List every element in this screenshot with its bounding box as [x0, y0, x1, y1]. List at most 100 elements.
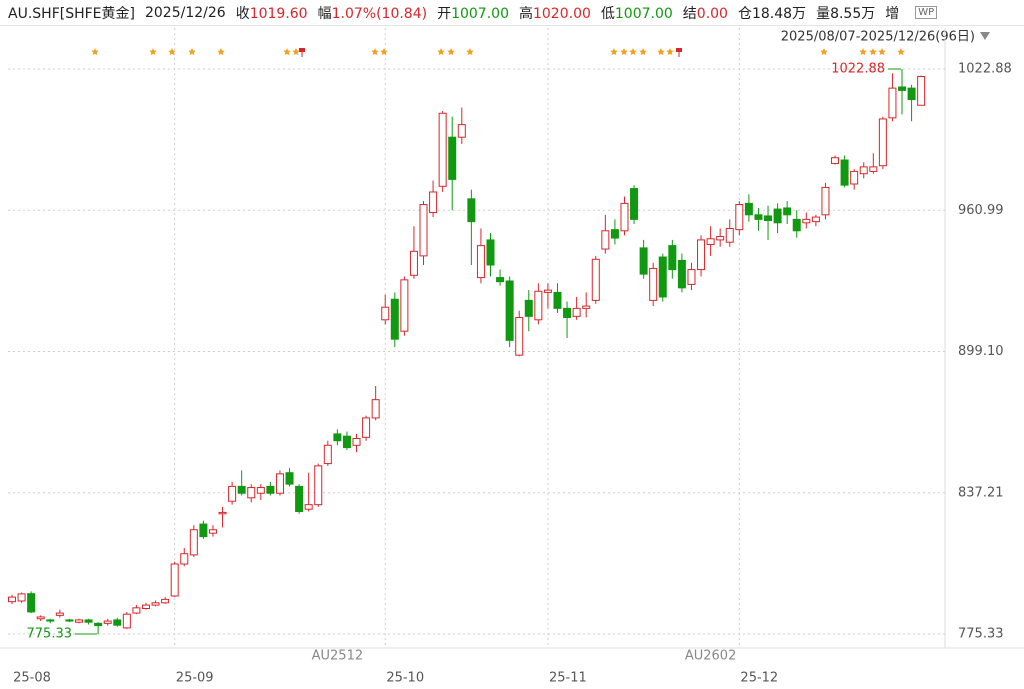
quote-value: 8.55万	[830, 5, 876, 22]
date-range[interactable]: 2025/08/07-2025/12/26(96日)	[781, 30, 975, 45]
event-star	[610, 48, 618, 56]
quote-item: 低1007.00	[601, 3, 673, 23]
candle-body	[888, 87, 897, 119]
candle-body	[275, 473, 284, 494]
candle-body	[94, 622, 103, 627]
candle-body	[170, 563, 179, 597]
candle-body	[304, 504, 313, 510]
candle-body	[907, 87, 916, 101]
quote-label: 低	[600, 5, 615, 22]
candle-body	[811, 216, 820, 223]
candle-body	[754, 214, 763, 220]
candle-body	[878, 118, 887, 167]
event-star	[878, 48, 886, 56]
quote-value: 1019.60	[249, 5, 308, 22]
x-tick-label: 25-11	[549, 671, 587, 686]
event-star	[620, 48, 628, 56]
quote-value: 1007.00	[614, 5, 673, 22]
candle-body	[572, 307, 581, 317]
quote-item: 幅1.07%(10.84)	[318, 3, 427, 23]
max-label: 1022.88	[831, 62, 885, 77]
candle-body	[582, 305, 591, 309]
candle-body	[151, 602, 160, 606]
candle-body	[735, 204, 744, 231]
candle-body	[773, 208, 782, 224]
candle-body	[113, 619, 122, 626]
candle-body	[898, 86, 907, 91]
event-star	[188, 48, 196, 56]
candle-body	[218, 511, 227, 515]
candle-body	[438, 112, 447, 187]
candle-body	[103, 620, 112, 624]
quote-label: 结	[682, 5, 697, 22]
candle-body	[27, 593, 36, 613]
quote-item: 高1020.00	[519, 3, 591, 23]
candle-body	[917, 75, 926, 106]
candle-body	[457, 124, 466, 138]
candle-body	[859, 166, 868, 175]
candle-body	[610, 229, 619, 239]
extra[interactable]: 增	[885, 5, 900, 22]
candle-body	[8, 596, 16, 603]
candle-body	[476, 245, 485, 279]
candle-body	[400, 279, 409, 332]
candle-body	[122, 613, 131, 629]
candle-body	[180, 553, 189, 565]
candle-body	[419, 204, 428, 257]
y-tick-label: 837.21	[958, 485, 1004, 500]
event-star	[639, 48, 647, 56]
candle-body	[256, 487, 265, 494]
candle-body	[141, 604, 150, 610]
event-star	[447, 48, 455, 56]
event-star	[149, 48, 157, 56]
dropdown-icon[interactable]	[980, 32, 990, 40]
candle-body	[563, 307, 572, 319]
candle-body	[199, 523, 208, 538]
candle-body	[247, 487, 256, 499]
candle-body	[802, 218, 811, 224]
candle-body	[534, 290, 543, 321]
event-star	[217, 48, 225, 56]
candle-body	[553, 291, 562, 309]
contract-label: AU2602	[685, 649, 737, 664]
event-star	[292, 48, 300, 56]
candle-body	[409, 250, 418, 276]
candle-body	[17, 593, 26, 602]
quote-value: 0.00	[696, 5, 728, 22]
candle-body	[228, 485, 237, 502]
candle-body	[630, 188, 639, 220]
candle-body	[620, 202, 629, 232]
candle-body	[74, 619, 83, 623]
candle-body	[496, 277, 505, 283]
event-star	[666, 48, 674, 56]
quote-label: 幅	[317, 5, 332, 22]
x-tick-label: 25-09	[176, 671, 214, 686]
contract-label: AU2512	[312, 649, 364, 664]
event-star	[869, 48, 877, 56]
candle-body	[342, 435, 351, 449]
candle-body	[783, 207, 792, 216]
event-star	[897, 48, 905, 56]
event-star	[437, 48, 445, 56]
candle-body	[850, 170, 859, 185]
candle-body	[505, 280, 514, 341]
candle-body	[132, 607, 141, 614]
y-tick-label: 1022.88	[958, 62, 1012, 77]
candle-body	[362, 417, 371, 438]
candle-body	[840, 159, 849, 186]
icon[interactable]: WP	[915, 6, 938, 19]
x-tick-label: 25-08	[13, 671, 51, 686]
candle-body	[697, 239, 706, 271]
quote-value: 1007.00	[451, 5, 509, 22]
candle-body	[744, 202, 753, 216]
candle-body	[764, 215, 773, 222]
candle-body	[314, 465, 323, 506]
symbol: AU.SHF[SHFE黄金]	[8, 5, 135, 22]
quote-value: 18.48万	[751, 5, 807, 22]
candle-body	[46, 619, 55, 622]
candle-body	[467, 198, 476, 223]
candle-body	[323, 444, 332, 465]
event-star	[371, 48, 379, 56]
candle-body	[821, 186, 830, 216]
